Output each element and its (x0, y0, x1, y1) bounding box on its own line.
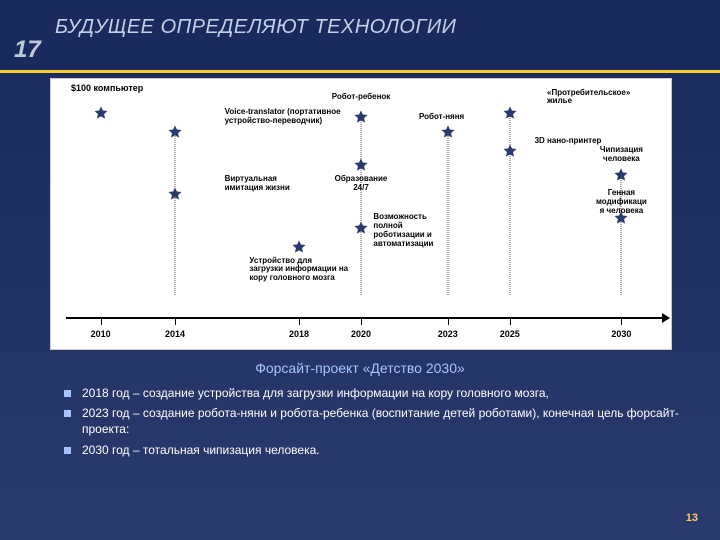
timeline-vline (361, 117, 362, 295)
x-tick: 2010 (91, 329, 111, 339)
star-icon (353, 157, 369, 173)
x-tick: 2014 (165, 329, 185, 339)
chart-top-label: $100 компьютер (71, 83, 143, 93)
x-tick: 2023 (438, 329, 458, 339)
slide: БУДУЩЕЕ ОПРЕДЕЛЯЮТ ТЕХНОЛОГИИ 17 $100 ко… (0, 0, 720, 540)
node-label: Voice-translator (портативное устройство… (225, 108, 341, 126)
bullet-list: 2018 год – создание устройства для загру… (60, 385, 680, 462)
star-icon (167, 124, 183, 140)
node-label: Генная модификаци я человека (596, 189, 647, 215)
node-label: Образование 24/7 (335, 175, 388, 193)
star-icon (502, 105, 518, 121)
chart-caption: Форсайт-проект «Детство 2030» (0, 360, 720, 376)
page-number: 13 (686, 512, 698, 524)
x-tick: 2018 (289, 329, 309, 339)
node-label: Робот-няня (419, 113, 464, 122)
node-label: Устройство для загрузки информации на ко… (249, 257, 348, 283)
x-tick: 2020 (351, 329, 371, 339)
node-label: Робот-ребенок (332, 93, 391, 102)
timeline-chart: $100 компьютер 2010 2014 2018 2020 2023 2025 2… (50, 78, 672, 350)
x-axis (66, 317, 666, 319)
slide-title: БУДУЩЕЕ ОПРЕДЕЛЯЮТ ТЕХНОЛОГИИ (55, 16, 456, 39)
node-label: Виртуальная имитация жизни (225, 175, 290, 193)
node-label: 3D нано-принтер (535, 137, 602, 146)
timeline-vline (509, 113, 510, 295)
node-label: «Протребительское» жилье (547, 89, 630, 107)
list-item: 2018 год – создание устройства для загру… (60, 385, 680, 401)
timeline-vline (447, 132, 448, 295)
x-tick: 2030 (611, 329, 631, 339)
star-icon (613, 167, 629, 183)
slide-header: БУДУЩЕЕ ОПРЕДЕЛЯЮТ ТЕХНОЛОГИИ 17 (0, 0, 720, 73)
x-tick: 2025 (500, 329, 520, 339)
star-icon (353, 220, 369, 236)
slide-subnumber: 17 (14, 36, 41, 64)
star-icon (440, 124, 456, 140)
list-item: 2030 год – тотальная чипизация человека. (60, 442, 680, 458)
node-label: Чипизация человека (600, 146, 643, 164)
list-item: 2023 год – создание робота-няни и робота… (60, 405, 680, 437)
star-icon (93, 105, 109, 121)
x-axis-arrow-icon (662, 313, 670, 323)
star-icon (502, 143, 518, 159)
star-icon (167, 186, 183, 202)
star-icon (353, 109, 369, 125)
star-icon (291, 239, 307, 255)
timeline-vline (175, 132, 176, 295)
node-label: Возможность полной роботизации и автомат… (373, 213, 433, 248)
